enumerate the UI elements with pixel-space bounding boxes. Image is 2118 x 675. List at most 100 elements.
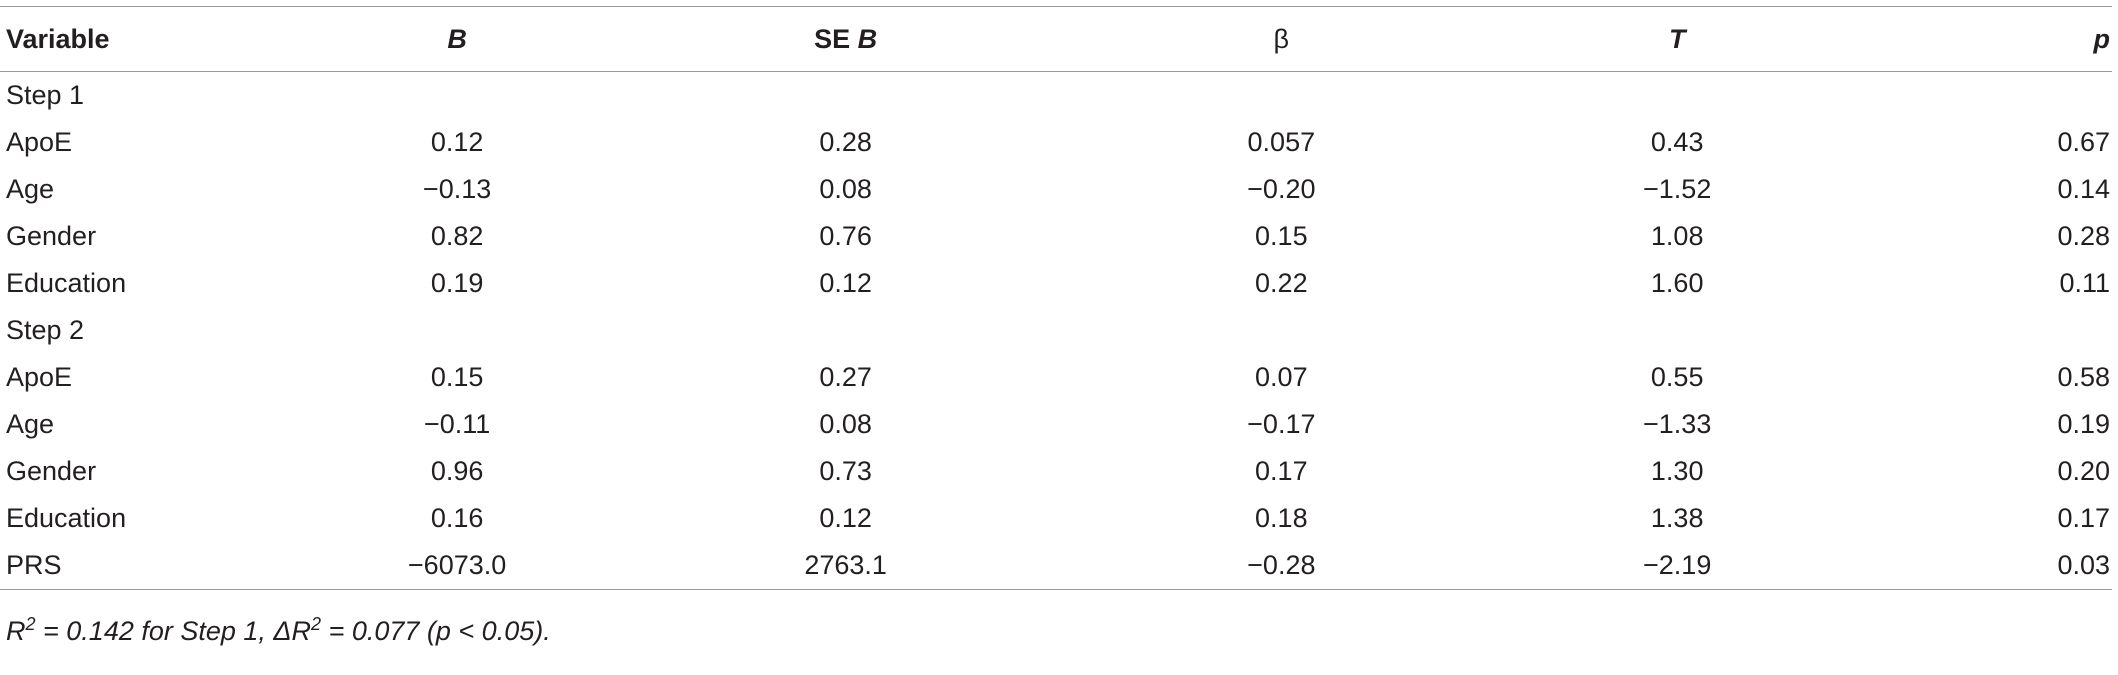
cell-se-b [609,72,1082,120]
footnote-sup-2: 2 [311,614,322,634]
cell-b: 0.16 [430,503,484,533]
cell-se-b: 0.08 [819,409,872,439]
cell-t: 1.30 [1650,456,1704,486]
header-b: B [305,7,609,72]
cell-t: −1.52 [1643,174,1712,204]
cell-variable: Education [6,268,127,298]
cell-beta: −0.17 [1247,409,1316,439]
table-body: Step 1 ApoE 0.12 0.28 0.057 0.43 0.67 Ag… [0,72,2112,590]
cell-se-b: 0.76 [819,221,872,251]
cell-beta: 0.07 [1255,362,1308,392]
cell-se-b: 2763.1 [804,550,887,580]
cell-p: 0.28 [2057,221,2110,251]
cell-p [1874,72,2112,120]
cell-se-b: 0.27 [819,362,872,392]
header-beta-text: β [1273,23,1290,54]
table-header: Variable B SE B β T p [0,6,2112,72]
cell-b: 0.82 [430,221,484,251]
cell-b: 0.12 [430,127,484,157]
cell-beta: 0.17 [1255,456,1308,486]
cell-variable: Step 2 [6,315,85,345]
cell-variable: Step 1 [6,80,85,110]
cell-beta: −0.28 [1247,550,1316,580]
cell-b: 0.96 [430,456,484,486]
cell-beta [1082,307,1480,354]
cell-variable: Gender [6,456,97,486]
cell-p: 0.17 [2057,503,2110,533]
footnote-r-symbol: R [6,616,26,646]
cell-p: 0.20 [2057,456,2110,486]
cell-b: 0.19 [430,268,484,298]
cell-b: −0.13 [422,174,492,204]
header-t-text: T [1668,23,1686,54]
cell-se-b: 0.73 [819,456,872,486]
cell-t [1481,72,1874,120]
table-row: Step 2 [0,307,2112,354]
table-row: Education 0.16 0.12 0.18 1.38 0.17 [0,495,2112,542]
cell-t: −2.19 [1643,550,1712,580]
footnote-sup-1: 2 [25,614,36,634]
header-se-b: SE B [609,7,1082,72]
table-row: Age −0.11 0.08 −0.17 −1.33 0.19 [0,401,2112,448]
cell-se-b [609,307,1082,354]
cell-p: 0.14 [2057,174,2110,204]
table-footnote: R2 = 0.142 for Step 1, ΔR2 = 0.077 (p < … [6,614,551,647]
cell-b: 0.15 [430,362,484,392]
cell-se-b: 0.08 [819,174,872,204]
cell-beta: 0.22 [1255,268,1308,298]
table-row: Education 0.19 0.12 0.22 1.60 0.11 [0,260,2112,307]
cell-beta [1082,72,1480,120]
cell-se-b: 0.12 [819,503,872,533]
cell-b [305,72,609,120]
header-t: T [1481,7,1874,72]
header-beta: β [1082,7,1480,72]
cell-p: 0.03 [2057,550,2110,580]
header-p: p [1874,7,2112,72]
cell-variable: ApoE [6,362,73,392]
cell-p: 0.58 [2057,362,2110,392]
cell-t: 0.55 [1650,362,1704,392]
cell-beta: 0.057 [1247,127,1316,157]
cell-t: −1.33 [1643,409,1712,439]
header-row: Variable B SE B β T p [0,6,2112,72]
cell-beta: −0.20 [1247,174,1316,204]
table-row: Gender 0.96 0.73 0.17 1.30 0.20 [0,448,2112,495]
cell-b: −6073.0 [407,550,507,580]
cell-variable: Gender [6,221,97,251]
cell-t: 1.60 [1650,268,1704,298]
table-row: PRS −6073.0 2763.1 −0.28 −2.19 0.03 [0,542,2112,590]
regression-table: Variable B SE B β T p Step 1 ApoE 0.12 0… [0,6,2112,590]
cell-t: 1.38 [1650,503,1704,533]
cell-b [305,307,609,354]
cell-se-b: 0.12 [819,268,872,298]
cell-p: 0.11 [2059,268,2110,298]
cell-variable: Age [6,409,55,439]
cell-t: 0.43 [1650,127,1704,157]
table-row: Step 1 [0,72,2112,120]
cell-variable: ApoE [6,127,73,157]
cell-variable: Age [6,174,55,204]
table-row: Age −0.13 0.08 −0.20 −1.52 0.14 [0,166,2112,213]
cell-b: −0.11 [423,409,491,439]
header-variable: Variable [6,23,110,54]
cell-t: 1.08 [1650,221,1704,251]
table-row: ApoE 0.12 0.28 0.057 0.43 0.67 [0,119,2112,166]
table-row: Gender 0.82 0.76 0.15 1.08 0.28 [0,213,2112,260]
table-row: ApoE 0.15 0.27 0.07 0.55 0.58 [0,354,2112,401]
cell-se-b: 0.28 [819,127,872,157]
cell-p: 0.19 [2057,409,2110,439]
cell-beta: 0.15 [1255,221,1308,251]
cell-p: 0.67 [2057,127,2110,157]
cell-variable: Education [6,503,127,533]
header-p-text: p [2093,23,2111,54]
header-se-b-text: B [857,23,878,54]
cell-t [1481,307,1874,354]
cell-p [1874,307,2112,354]
footnote-part-1: = 0.142 for Step 1, ΔR [35,616,312,646]
header-se-prefix: SE [814,23,858,54]
cell-variable: PRS [6,550,62,580]
footnote-part-2: = 0.077 (p < 0.05). [321,616,551,646]
cell-beta: 0.18 [1255,503,1308,533]
header-b-text: B [447,23,467,54]
